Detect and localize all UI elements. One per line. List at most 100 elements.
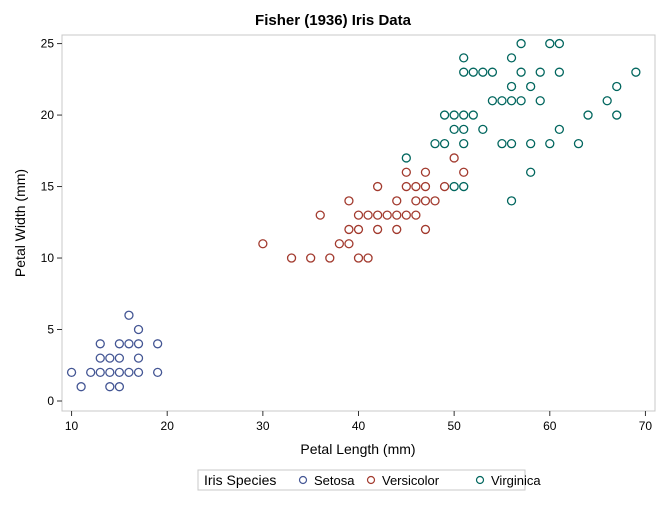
point-virginica bbox=[535, 67, 545, 77]
point-setosa bbox=[95, 367, 105, 378]
point-versicolor bbox=[401, 167, 411, 177]
point-versicolor bbox=[420, 167, 431, 177]
point-versicolor bbox=[420, 181, 431, 192]
legend-marker-versicolor bbox=[366, 475, 376, 485]
point-versicolor bbox=[315, 210, 325, 220]
point-virginica bbox=[449, 181, 459, 192]
x-tick-label: 50 bbox=[447, 419, 461, 433]
x-tick-label: 60 bbox=[543, 419, 557, 433]
point-virginica bbox=[506, 196, 517, 206]
point-virginica bbox=[545, 139, 555, 149]
point-setosa bbox=[124, 339, 134, 349]
point-virginica bbox=[526, 81, 536, 92]
data-points bbox=[66, 38, 641, 392]
point-versicolor bbox=[353, 224, 364, 235]
point-virginica bbox=[506, 81, 517, 92]
point-setosa bbox=[124, 367, 134, 378]
x-tick-label: 40 bbox=[352, 419, 366, 433]
x-tick-label: 10 bbox=[65, 419, 79, 433]
plot-frame bbox=[61, 34, 656, 412]
y-tick-label: 5 bbox=[47, 323, 54, 337]
point-versicolor bbox=[353, 210, 364, 220]
point-versicolor bbox=[392, 224, 402, 235]
point-setosa bbox=[114, 353, 125, 363]
y-tick-label: 25 bbox=[41, 37, 55, 51]
point-virginica bbox=[535, 96, 545, 106]
y-axis-label: Petal Width (mm) bbox=[12, 169, 28, 277]
point-virginica bbox=[468, 110, 478, 120]
legend-frame bbox=[197, 469, 526, 491]
point-virginica bbox=[497, 139, 507, 149]
point-virginica bbox=[439, 139, 450, 149]
point-versicolor bbox=[392, 196, 402, 206]
point-versicolor bbox=[459, 167, 469, 177]
point-virginica bbox=[516, 67, 526, 77]
point-virginica bbox=[459, 181, 469, 192]
point-virginica bbox=[459, 67, 469, 77]
point-versicolor bbox=[353, 253, 364, 263]
point-versicolor bbox=[363, 210, 373, 220]
point-versicolor bbox=[344, 239, 354, 249]
y-tick-label: 20 bbox=[41, 108, 55, 122]
legend-item-virginica: Virginica bbox=[491, 473, 541, 488]
point-setosa bbox=[76, 382, 86, 392]
point-setosa bbox=[95, 353, 105, 363]
point-setosa bbox=[152, 367, 163, 378]
chart-title: Fisher (1936) Iris Data bbox=[255, 12, 412, 29]
point-virginica bbox=[554, 124, 565, 135]
point-virginica bbox=[497, 96, 507, 106]
point-virginica bbox=[459, 124, 469, 135]
point-setosa bbox=[133, 353, 144, 363]
point-virginica bbox=[631, 67, 641, 77]
point-versicolor bbox=[392, 210, 402, 220]
point-virginica bbox=[478, 124, 488, 135]
point-virginica bbox=[439, 110, 450, 120]
point-setosa bbox=[114, 367, 125, 378]
x-tick-label: 20 bbox=[161, 419, 175, 433]
legend-item-setosa: Setosa bbox=[314, 473, 355, 488]
point-virginica bbox=[583, 110, 593, 120]
legend-item-versicolor: Versicolor bbox=[382, 473, 440, 488]
point-virginica bbox=[612, 81, 622, 92]
point-versicolor bbox=[420, 224, 431, 235]
point-versicolor bbox=[430, 196, 440, 206]
point-virginica bbox=[573, 139, 584, 149]
point-versicolor bbox=[334, 239, 345, 249]
point-virginica bbox=[612, 110, 622, 120]
point-virginica bbox=[487, 96, 498, 106]
point-virginica bbox=[401, 153, 411, 163]
point-virginica bbox=[554, 67, 565, 77]
point-virginica bbox=[506, 139, 517, 149]
point-setosa bbox=[105, 382, 115, 392]
y-tick-label: 15 bbox=[41, 180, 55, 194]
point-versicolor bbox=[344, 224, 354, 235]
point-versicolor bbox=[401, 181, 411, 192]
point-virginica bbox=[459, 139, 469, 149]
point-setosa bbox=[114, 339, 125, 349]
legend: Iris Species Setosa Versicolor Virginica bbox=[197, 469, 541, 491]
point-versicolor bbox=[411, 196, 421, 206]
point-versicolor bbox=[449, 153, 459, 163]
point-setosa bbox=[66, 367, 77, 378]
x-axis: 10 20 30 40 50 60 70 bbox=[65, 411, 652, 433]
point-versicolor bbox=[401, 210, 411, 220]
legend-marker-setosa bbox=[298, 475, 308, 485]
point-setosa bbox=[133, 339, 144, 349]
point-versicolor bbox=[372, 210, 383, 220]
point-virginica bbox=[459, 110, 469, 120]
x-tick-label: 30 bbox=[256, 419, 270, 433]
point-versicolor bbox=[325, 253, 335, 263]
point-virginica bbox=[449, 124, 459, 135]
point-virginica bbox=[602, 96, 612, 106]
point-versicolor bbox=[372, 224, 383, 235]
point-versicolor bbox=[411, 210, 421, 220]
point-versicolor bbox=[420, 196, 431, 206]
point-virginica bbox=[516, 38, 526, 49]
point-versicolor bbox=[372, 181, 383, 192]
point-setosa bbox=[95, 339, 105, 349]
point-virginica bbox=[449, 110, 459, 120]
point-setosa bbox=[124, 310, 134, 320]
point-virginica bbox=[430, 139, 440, 149]
